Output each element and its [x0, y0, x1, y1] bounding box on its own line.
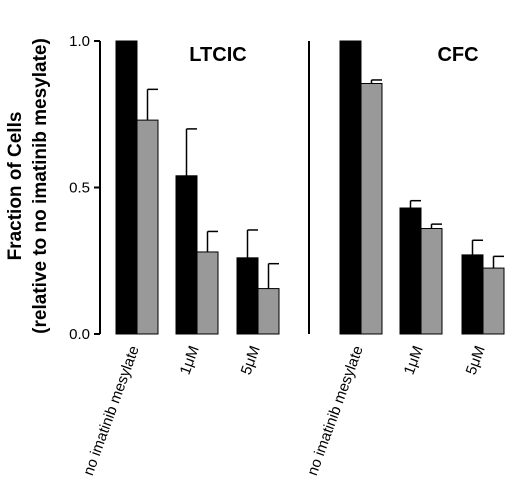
y-tick-label: 1.0 — [69, 33, 90, 50]
bar — [339, 40, 362, 335]
panel-ltcic: LTCIC no imatinib mesylate 1μM 5μM — [80, 40, 280, 478]
category-label: 5μM — [238, 344, 264, 378]
category-label: no imatinib mesylate — [80, 344, 143, 478]
panel-title: LTCIC — [189, 44, 246, 66]
panel-cfc: CFC no imatinib mesylate 1μM 5μM — [304, 40, 505, 478]
bar — [420, 228, 443, 335]
bar — [482, 267, 505, 335]
category-label: 1μM — [401, 344, 427, 378]
y-axis-title: Fraction of Cells (relative to no imatin… — [5, 38, 51, 334]
category-label: no imatinib mesylate — [304, 344, 367, 478]
category-label: 1μM — [177, 344, 203, 378]
y-axis-sublabel: (relative to no imatinib mesylate) — [30, 38, 51, 334]
bar — [236, 257, 259, 335]
bar — [360, 82, 383, 335]
bar — [136, 119, 159, 335]
bar — [257, 288, 280, 335]
panel-title: CFC — [437, 44, 478, 66]
y-axis-label: Fraction of Cells — [5, 112, 26, 261]
bar — [175, 175, 198, 335]
y-tick-label: 0.0 — [69, 326, 90, 343]
y-axis: 0.0 0.5 1.0 — [69, 33, 101, 343]
bar — [399, 207, 422, 335]
bar — [196, 251, 219, 335]
bar — [461, 254, 484, 335]
y-tick-label: 0.5 — [69, 180, 90, 197]
bar — [115, 40, 138, 335]
chart-panels: LTCIC no imatinib mesylate 1μM 5μM CFC no ima… — [80, 40, 505, 478]
category-label: 5μM — [463, 344, 489, 378]
